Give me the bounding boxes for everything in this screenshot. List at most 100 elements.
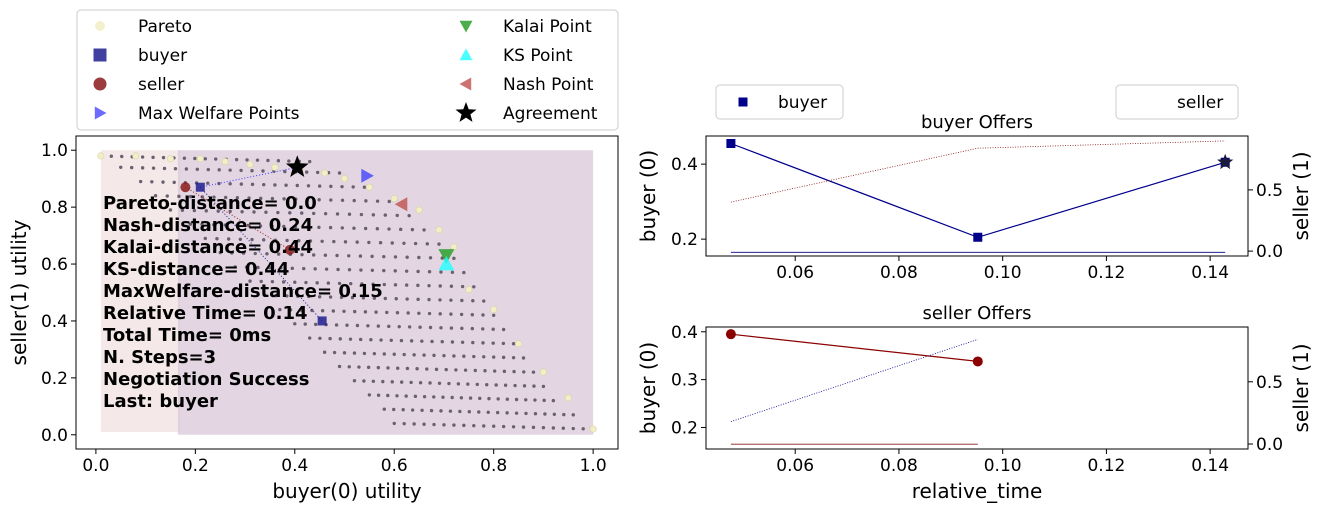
y-tick-label: 0.4 (671, 155, 698, 175)
outcome-point (382, 254, 386, 259)
outcome-point (214, 157, 218, 161)
outcome-point (387, 199, 391, 204)
outcome-point (318, 336, 322, 341)
outcome-point (389, 338, 393, 343)
outcome-point (552, 412, 557, 416)
y-right-axis-label: seller (1) (1289, 343, 1313, 432)
outcome-point (212, 223, 216, 227)
outcome-point (285, 238, 289, 243)
legend-pareto-label: Pareto (138, 17, 192, 37)
outcome-point (382, 268, 386, 273)
outcome-point (386, 366, 390, 370)
outcome-point (410, 227, 415, 232)
outcome-point (342, 351, 347, 355)
outcome-point (165, 194, 169, 198)
outcome-point (524, 398, 528, 402)
outcome-point (353, 309, 357, 314)
legend-ks-label: KS Point (503, 46, 573, 66)
outcome-point (218, 250, 222, 255)
outcome-point (505, 397, 510, 401)
outcome-point (450, 395, 454, 400)
outcome-point (393, 255, 398, 259)
outcome-point (459, 396, 464, 400)
outcome-point (328, 295, 333, 299)
pareto-point (515, 340, 523, 348)
outcome-point (305, 197, 310, 202)
outcome-point (281, 280, 286, 284)
outcome-point (332, 239, 336, 244)
outcome-point (308, 336, 312, 340)
outcome-point (482, 424, 486, 428)
outcome-point (472, 423, 476, 428)
stats-line: Pareto-distance= 0.0 (103, 193, 317, 214)
outcome-point (168, 208, 173, 212)
outcome-point (305, 170, 309, 174)
outcome-point (491, 424, 496, 428)
outcome-point (308, 159, 312, 164)
outcome-point (442, 423, 446, 427)
outcome-point (514, 411, 519, 415)
outcome-point (352, 351, 357, 355)
outcome-point (402, 352, 406, 357)
outcome-point (284, 183, 288, 187)
x-tick-label: 0.14 (1191, 456, 1229, 476)
outcome-point (355, 240, 359, 244)
outcome-point (364, 199, 368, 203)
outcome-point (372, 296, 377, 300)
buyer-offer-point (726, 139, 736, 148)
outcome-point (262, 238, 266, 242)
outcome-point (193, 156, 197, 161)
outcome-point (347, 254, 351, 258)
outcome-point (109, 154, 114, 158)
legend-seller-marker (93, 77, 107, 91)
outcome-point (308, 239, 313, 243)
outcome-point (462, 270, 466, 275)
outcome-point (348, 337, 353, 341)
outcome-point (531, 370, 536, 374)
outcome-point (342, 309, 346, 313)
outcome-point (217, 181, 221, 186)
outcome-point (235, 196, 240, 200)
pareto-point (97, 152, 105, 160)
buyer-legend-label: buyer (778, 93, 827, 113)
y-tick-label: 0.6 (41, 255, 68, 275)
outcome-point (404, 394, 408, 398)
outcome-point (470, 312, 475, 317)
outcome-point (305, 225, 309, 229)
outcome-point (363, 310, 368, 314)
outcome-point (375, 227, 380, 231)
outcome-point (460, 284, 465, 289)
outcome-point (438, 312, 442, 316)
legend-kalai-marker (459, 20, 473, 33)
outcome-point (329, 198, 333, 202)
outcome-point (347, 212, 352, 216)
outcome-point (212, 195, 216, 199)
outcome-point (562, 412, 566, 417)
stats-line: Nash-distance= 0.24 (103, 215, 313, 236)
outcome-point (372, 351, 377, 356)
outcome-point (521, 425, 526, 429)
outcome-point (532, 384, 536, 388)
panel-title: seller Offers (922, 303, 1031, 324)
outcome-point (416, 297, 420, 302)
y-right-tick-label: 0.0 (1256, 242, 1283, 262)
outcome-point (454, 368, 458, 372)
outcome-point (376, 393, 381, 397)
outcome-point (417, 255, 421, 260)
outcome-point (452, 354, 456, 358)
legend-pareto-marker (95, 21, 105, 31)
pareto-point (450, 243, 458, 251)
pareto-point (564, 394, 572, 402)
outcome-point (466, 382, 470, 386)
outcome-point (223, 223, 228, 227)
outcome-point (427, 311, 432, 316)
outcome-point (366, 365, 371, 370)
x-tick-label: 0.14 (1191, 263, 1229, 283)
outcome-point (228, 182, 232, 186)
outcome-point (161, 155, 166, 160)
outcome-point (200, 195, 205, 199)
outcome-point (235, 223, 239, 228)
outcome-point (323, 253, 328, 257)
outcome-point (357, 365, 361, 369)
